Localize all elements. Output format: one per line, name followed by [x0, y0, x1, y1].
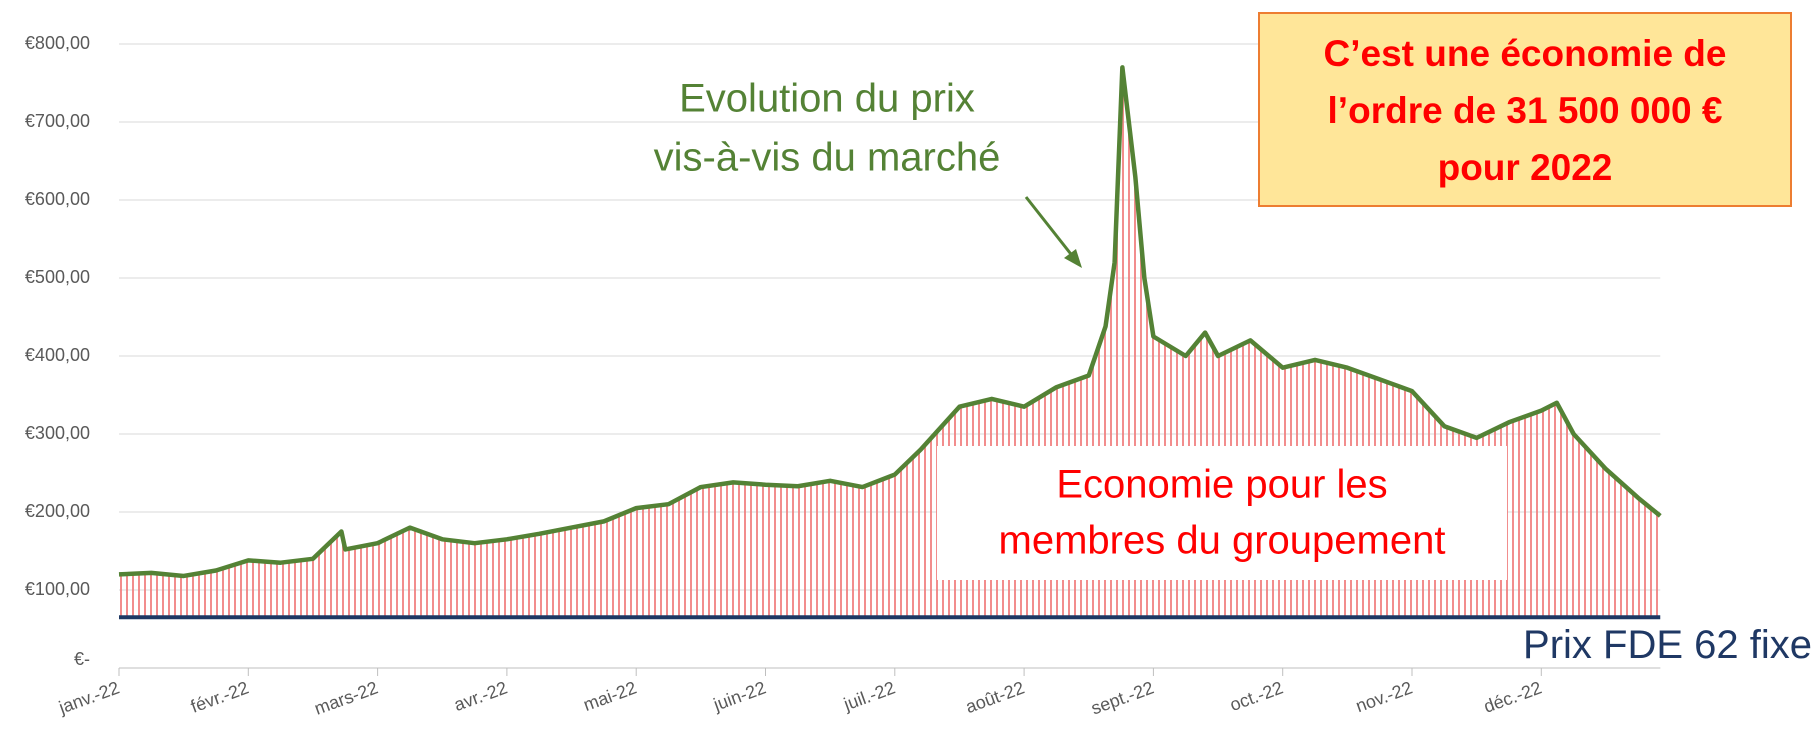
x-tick-label: juil.-22 [840, 677, 898, 714]
x-tick-label: sept.-22 [1088, 677, 1156, 718]
y-tick-label: €800,00 [25, 33, 90, 53]
x-tick-label: oct.-22 [1227, 677, 1286, 715]
highlight-box [1258, 12, 1792, 207]
x-tick-label: févr.-22 [188, 677, 251, 716]
x-tick-label: mars-22 [312, 677, 381, 718]
y-tick-label: €400,00 [25, 345, 90, 365]
x-tick-label: déc.-22 [1481, 677, 1544, 716]
x-tick-label: août-22 [963, 677, 1027, 717]
market-text: Evolution du prix [679, 77, 975, 121]
arrow-head [1064, 249, 1082, 268]
saving-text: Economie pour les [1056, 463, 1387, 507]
series-line [118, 65, 1662, 579]
y-tick-label: €300,00 [25, 423, 90, 443]
box-text: l’ordre de 31 500 000 € [1328, 90, 1723, 131]
x-tick-label: avr.-22 [451, 677, 510, 715]
y-tick-label: €- [74, 649, 90, 669]
y-tick-label: €200,00 [25, 501, 90, 521]
saving-box [937, 446, 1507, 580]
x-tick-label: mai-22 [581, 677, 640, 715]
x-tick-label: nov.-22 [1353, 677, 1415, 716]
y-tick-label: €600,00 [25, 189, 90, 209]
market-text: vis-à-vis du marché [654, 136, 1001, 180]
series-label: Prix FDE 62 fixe [1523, 623, 1812, 667]
box-text: pour 2022 [1438, 147, 1613, 188]
y-tick-label: €700,00 [25, 111, 90, 131]
saving-text: membres du groupement [999, 519, 1446, 563]
box-text: C’est une économie de [1324, 33, 1727, 74]
x-tick-label: janv.-22 [55, 677, 122, 718]
y-tick-label: €100,00 [25, 579, 90, 599]
x-tick-label: juin-22 [710, 677, 769, 715]
arrow [1024, 196, 1076, 259]
y-tick-label: €500,00 [25, 267, 90, 287]
